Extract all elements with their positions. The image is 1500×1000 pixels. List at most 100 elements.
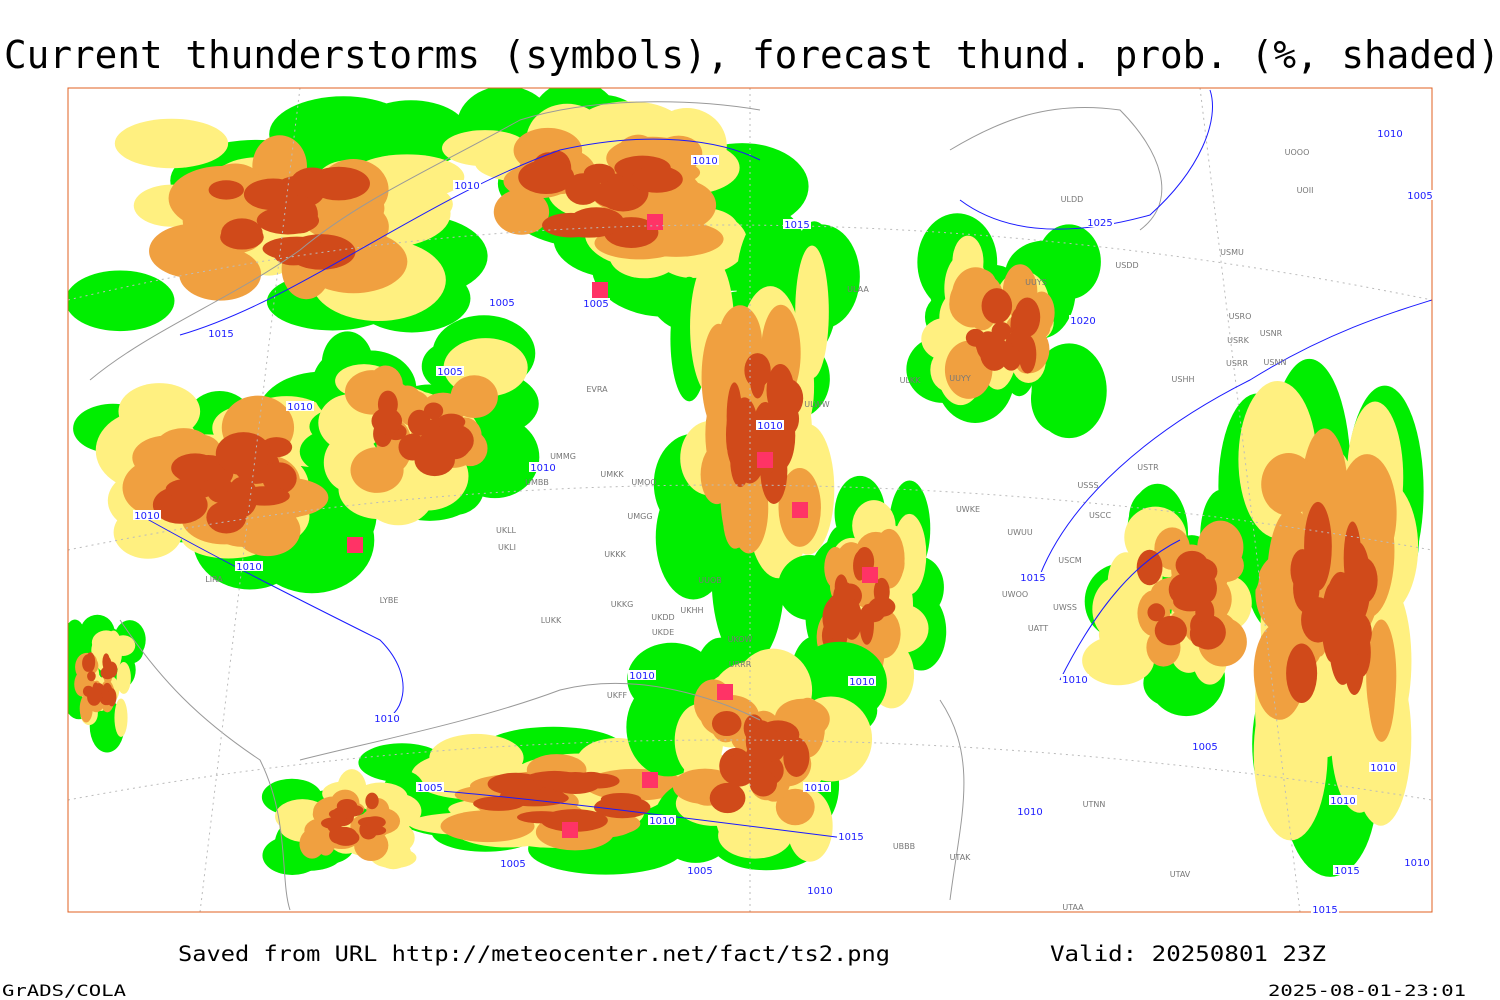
station-code: UOII [1297, 186, 1314, 195]
station-code: UKKG [611, 600, 634, 609]
coastlines [89, 101, 1163, 911]
isobar-label: 1010 [1330, 796, 1355, 807]
isobar-label-bg [416, 782, 444, 792]
station-code: UKOW [728, 635, 753, 644]
isobar-label-bg [1403, 857, 1431, 867]
station-code: UKLI [498, 543, 516, 552]
station-code: USSS [1077, 481, 1098, 490]
isobar-label: 1005 [417, 783, 442, 794]
isobar-label: 1005 [583, 299, 608, 310]
isobar-label-bg [848, 676, 876, 686]
shade-blob [1290, 549, 1315, 592]
isobar-label: 1010 [849, 677, 874, 688]
shade-blob [423, 402, 444, 420]
station-code: UUYS [1025, 278, 1047, 287]
isobar-label: 1010 [757, 421, 782, 432]
isobar-label-bg [803, 782, 831, 792]
isobar-label-bg [1061, 674, 1089, 684]
isobar-label: 1010 [374, 714, 399, 725]
isobar-label-bg [1311, 904, 1339, 914]
shade-blob [107, 688, 117, 707]
isobar-label-bg [436, 366, 464, 376]
isobar-label-bg [582, 298, 610, 308]
station-code: UKHH [680, 606, 703, 615]
shade-blob [442, 130, 529, 167]
isobars [139, 89, 1432, 841]
isobar-label-bg [529, 462, 557, 472]
station-code: LYBE [380, 596, 399, 605]
shade-blob [749, 726, 782, 763]
isobar-label: 1020 [1070, 316, 1095, 327]
shade-blob [437, 413, 466, 431]
shade-blob [730, 397, 759, 464]
isobar [1039, 299, 1432, 576]
station-code: UATT [1028, 624, 1048, 633]
isobar-label: 1015 [1312, 905, 1337, 916]
shade-blob [215, 432, 272, 476]
isobar-label: 1010 [236, 562, 261, 573]
valid-time: Valid: 20250801 23Z [1050, 942, 1326, 966]
isobar-label: 1010 [692, 156, 717, 167]
isobar-label: 1005 [1192, 742, 1217, 753]
grid-line [68, 484, 1432, 551]
isobar-label-bg [1333, 865, 1361, 875]
shade-blob [709, 782, 746, 814]
shade-blob [711, 710, 742, 737]
isobar-label: 1010 [287, 402, 312, 413]
isobar-label: 1015 [1020, 573, 1045, 584]
station-code: USRO [1229, 312, 1252, 321]
station-code: USCM [1058, 556, 1082, 565]
station-code: UMBB [525, 478, 549, 487]
isobar [959, 89, 1213, 230]
shade-blob [282, 195, 318, 234]
isobar-label-bg [286, 401, 314, 411]
shade-blob [979, 335, 1009, 371]
shade-blob [87, 688, 102, 706]
station-code: USHH [1172, 375, 1195, 384]
station-code: UTAV [1170, 870, 1191, 879]
grid-line [68, 739, 1432, 801]
station-code: UTNN [1083, 800, 1106, 809]
shade-blob [208, 180, 244, 200]
shade-blob [783, 737, 810, 777]
coastline [299, 683, 761, 761]
station-code: USRR [1226, 359, 1248, 368]
shade-blob [718, 812, 793, 859]
shade-blob [338, 804, 364, 817]
station-code: UMMG [550, 452, 576, 461]
credit: GrADS/COLA [2, 981, 126, 1000]
shade-blob [1031, 343, 1107, 439]
isobar-label: 1010 [1062, 675, 1087, 686]
station-code: USNR [1260, 329, 1283, 338]
storm-symbol [717, 684, 733, 700]
shade-blob [1261, 452, 1317, 516]
isobar-label: 1015 [784, 220, 809, 231]
shade-blob [1343, 521, 1362, 595]
grid-line [1199, 88, 1301, 912]
station-code: UTAK [950, 853, 972, 862]
isobar-label: 1010 [1377, 129, 1402, 140]
storm-symbol [862, 567, 878, 583]
shade-blob [440, 810, 535, 843]
isobar-label: 1005 [489, 298, 514, 309]
grid-line [199, 88, 301, 912]
shade-blob [960, 282, 991, 328]
shade-blob [429, 733, 524, 782]
isobar-label-bg [1406, 190, 1434, 200]
isobar-label: 1005 [437, 367, 462, 378]
station-code: ULKK [900, 376, 922, 385]
shade-blob [493, 189, 550, 235]
storm-symbol [792, 502, 808, 518]
shade-blob [775, 788, 815, 826]
station-code: URRR [729, 660, 752, 669]
graticule [68, 88, 1432, 912]
shade-blob [1168, 573, 1201, 606]
shade-blob [262, 462, 297, 495]
coastline [119, 619, 291, 911]
isobar-label-bg [783, 219, 811, 229]
isobar [1059, 539, 1181, 681]
shade-blob [540, 809, 608, 832]
timestamp: 2025-08-01-23:01 [1268, 981, 1466, 1000]
